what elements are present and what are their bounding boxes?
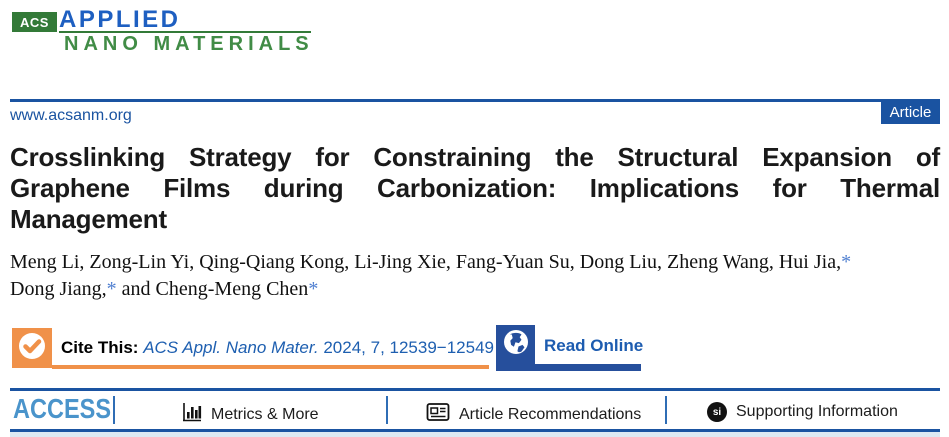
article-type-label: Article <box>889 104 932 121</box>
si-icon-text: si <box>712 406 722 418</box>
supporting-information-link[interactable]: si Supporting Information <box>707 402 898 422</box>
footer-separator <box>386 396 388 424</box>
abstract-section-strip <box>10 432 940 437</box>
authors-line1: Meng Li, Zong-Lin Yi, Qing-Qiang Kong, L… <box>10 251 842 273</box>
si-badge-icon: si <box>707 402 727 422</box>
read-online-underline <box>496 364 641 371</box>
access-link[interactable]: ACCESS <box>13 393 112 424</box>
article-recommendations-link[interactable]: Article Recommendations <box>426 402 641 427</box>
citation-volume-pages: 2024, 7, 12539−12549 <box>318 338 494 357</box>
recommendations-label: Article Recommendations <box>459 405 642 423</box>
authors-line2-a: Dong Jiang, <box>10 278 107 300</box>
corresponding-author-star: * <box>841 251 852 273</box>
logo-divider <box>59 31 311 33</box>
author-list: Meng Li, Zong-Lin Yi, Qing-Qiang Kong, L… <box>10 249 945 303</box>
globe-icon <box>501 327 531 362</box>
article-title: Crosslinking Strategy for Constraining t… <box>10 142 940 235</box>
citation-link[interactable]: Cite This: ACS Appl. Nano Mater. 2024, 7… <box>61 338 494 358</box>
footer-rule-top <box>10 388 940 391</box>
footer-separator <box>113 396 115 424</box>
metrics-label: Metrics & More <box>211 405 319 423</box>
corresponding-author-star: * <box>308 278 319 300</box>
journal-url-link[interactable]: www.acsanm.org <box>10 107 132 124</box>
masthead-rule <box>10 99 940 102</box>
newspaper-icon <box>426 402 450 427</box>
footer-rule-bottom <box>10 429 940 432</box>
title-line-3: Management <box>10 204 167 234</box>
cite-this-badge <box>12 328 52 368</box>
acs-logo-text: ACS <box>20 14 49 30</box>
journal-name-line1: APPLIED <box>59 6 181 33</box>
cite-bar-underline <box>52 365 489 369</box>
cite-this-label: Cite This: <box>61 338 139 357</box>
title-line-2: Graphene Films during Carbonization: Imp… <box>10 173 940 203</box>
article-type-badge: Article <box>881 101 940 124</box>
supporting-label: Supporting Information <box>736 403 898 420</box>
acs-logo-badge: ACS <box>12 12 57 32</box>
corresponding-author-star: * <box>106 278 117 300</box>
authors-line2-b: and Cheng-Meng Chen <box>116 278 309 300</box>
citation-journal: ACS Appl. Nano Mater. <box>143 338 319 357</box>
bar-chart-icon <box>182 402 202 427</box>
metrics-and-more-link[interactable]: Metrics & More <box>182 402 319 427</box>
footer-separator <box>665 396 667 424</box>
read-online-label[interactable]: Read Online <box>544 336 644 355</box>
checkmark-icon <box>18 332 46 365</box>
read-online-button[interactable] <box>496 325 535 364</box>
journal-name-line2: NANO MATERIALS <box>64 33 314 55</box>
title-line-1: Crosslinking Strategy for Constraining t… <box>10 142 940 172</box>
